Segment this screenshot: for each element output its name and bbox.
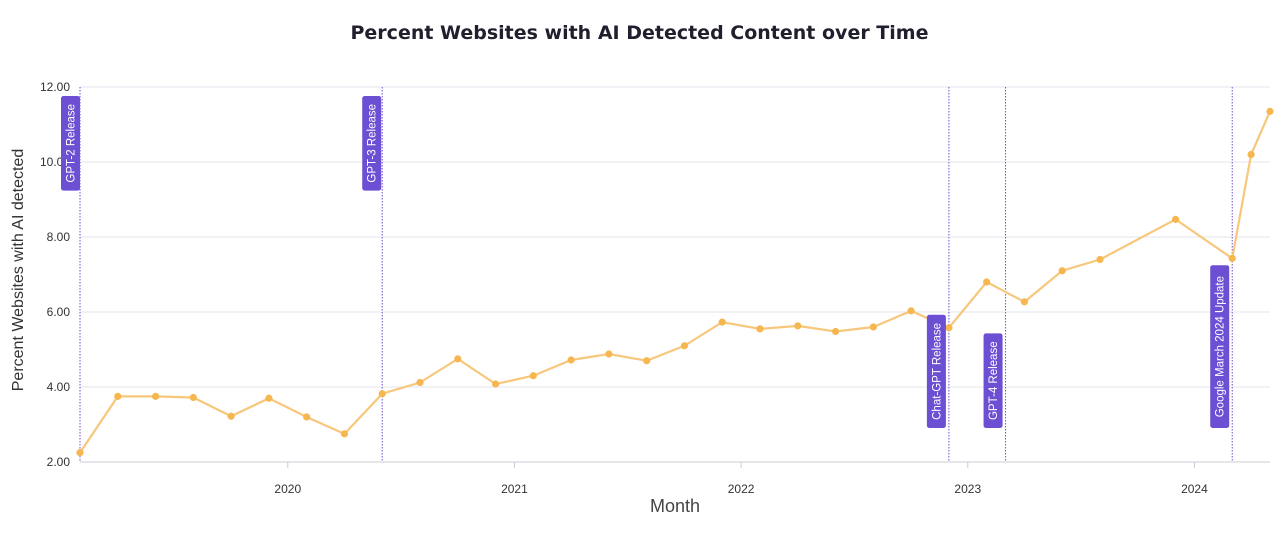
annotation-label-box [1210,265,1230,428]
data-point [1096,255,1104,264]
annotation-label-box [983,333,1003,428]
data-point [718,318,726,326]
x-tick-label: 2020 [274,482,301,496]
data-point [680,342,689,350]
data-point [189,393,197,402]
data-point [454,355,462,363]
data-point [794,322,802,330]
data-point [378,390,386,398]
annotation-label: Chat-GPT Release [931,323,943,420]
data-point [416,378,424,387]
series-line [79,110,1272,454]
annotation-label: GPT-4 Release [988,341,1000,420]
data-point [907,307,915,315]
data-point [529,372,537,380]
annotation-label-box [362,96,382,191]
y-tick-label: 4.00 [47,380,71,394]
data-point [605,350,613,358]
data-point [1020,298,1029,306]
annotation-label-box [926,314,946,428]
annotation-label: Google March 2024 Update [1215,276,1227,417]
data-point [1058,267,1066,275]
x-axis-label: Month [649,496,701,516]
data-point [643,357,651,365]
data-point [945,324,953,332]
annotation-label: GPT-2 Release [66,104,78,183]
annotation-label-box [61,96,80,191]
data-point [1228,254,1236,262]
data-point [265,394,273,402]
x-tick-label: 2021 [501,482,528,496]
data-point [227,412,235,420]
data-point [114,392,122,400]
data-point [983,278,991,286]
data-point [1266,107,1274,115]
data-point [1171,215,1180,223]
data-point [869,323,877,331]
y-tick-label: 2.00 [47,455,71,469]
x-tick-label: 2022 [728,482,755,496]
y-tick-label: 8.00 [47,230,71,244]
data-point [1247,150,1255,159]
data-point [567,356,575,364]
x-tick-label: 2024 [1181,482,1208,496]
data-point [340,430,349,438]
x-tick-label: 2023 [954,482,981,496]
y-tick-label: 12.00 [40,80,70,94]
annotation-label: GPT-3 Release [367,104,379,183]
data-point [756,325,764,333]
chart-title: Percent Websites with AI Detected Conten… [350,22,929,44]
data-point [831,327,840,336]
data-point [303,413,311,421]
data-point [76,449,84,457]
y-tick-label: 6.00 [47,305,71,319]
data-point [491,380,500,388]
data-point [151,392,160,400]
